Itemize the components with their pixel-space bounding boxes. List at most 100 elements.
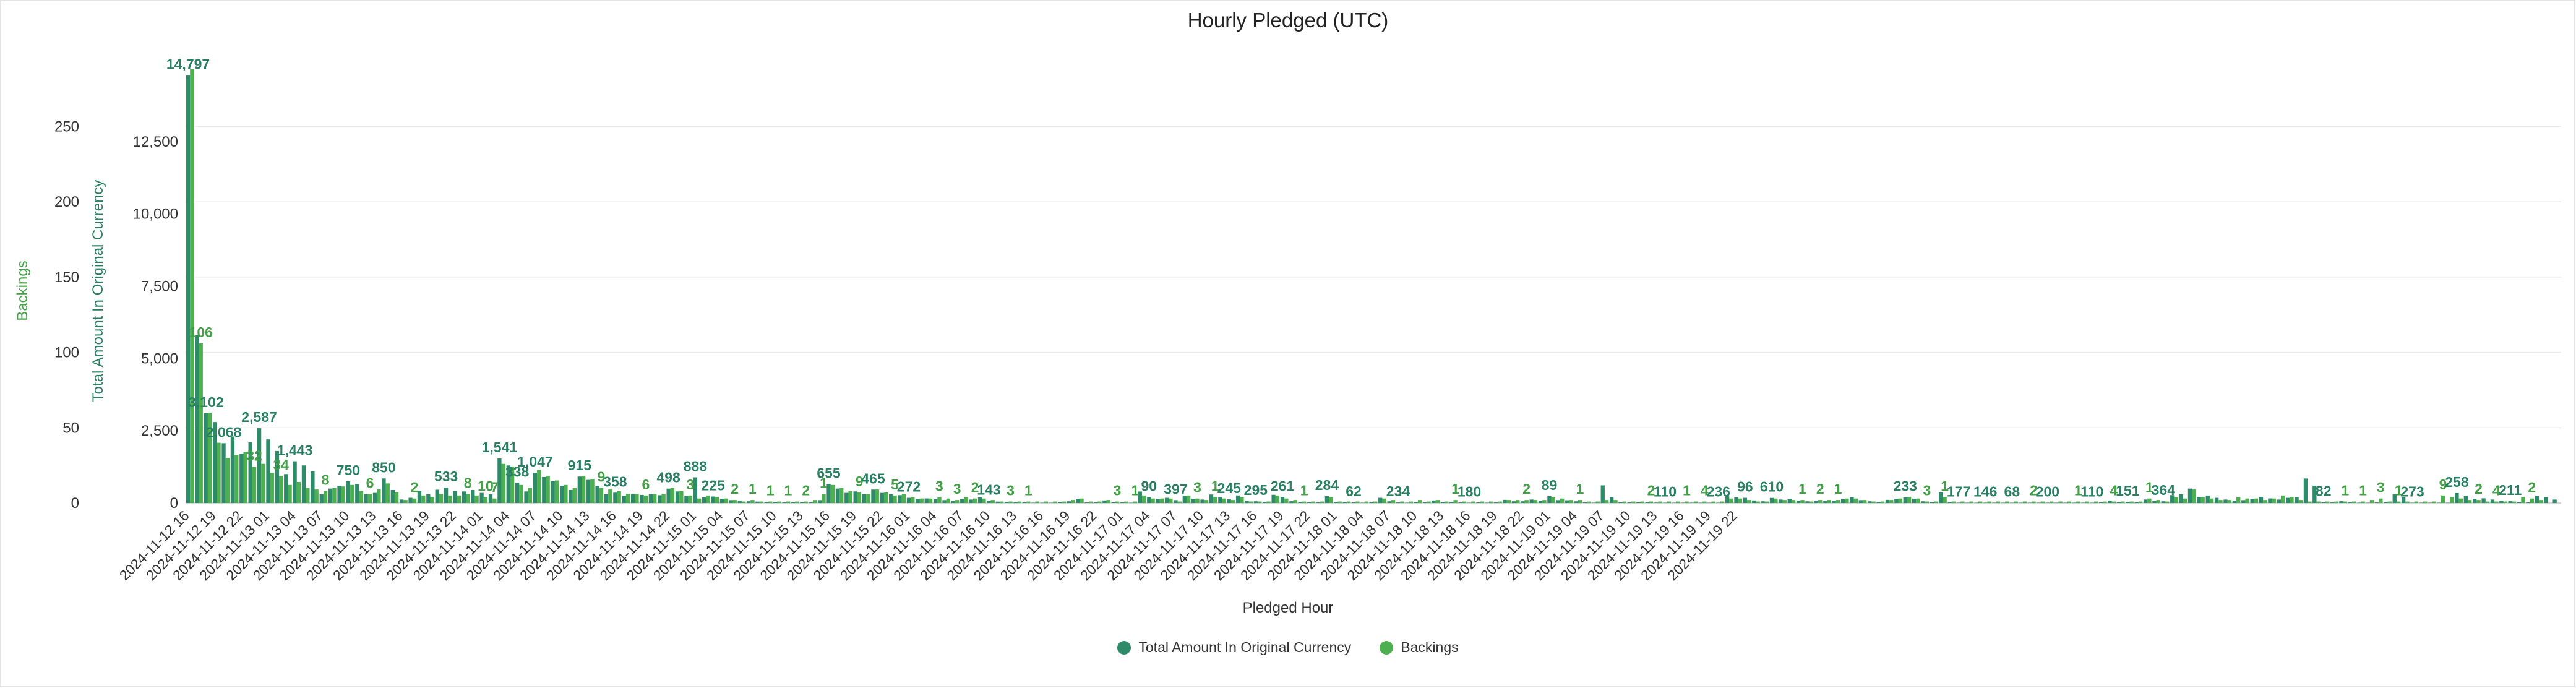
backings-bar (2290, 497, 2294, 503)
amount-value-label: 14,797 (166, 56, 210, 72)
backings-bar (359, 491, 363, 503)
amount-bar (1521, 501, 1525, 503)
amount-value-label: 225 (701, 477, 725, 493)
amount-bar (2312, 485, 2317, 503)
backings-bar (2067, 501, 2072, 503)
amount-bar (2384, 502, 2388, 503)
amount-bar (1823, 501, 1827, 503)
backings-value-label: 2 (2564, 0, 2572, 3)
amount-bar (2098, 502, 2103, 503)
backings-bar (1044, 501, 1049, 503)
amount-bar (364, 494, 368, 503)
backings-bar (1524, 500, 1529, 503)
backings-bar (1711, 501, 1715, 503)
backings-bar (2530, 498, 2534, 503)
amount-bar (346, 481, 351, 503)
backings-bar (1898, 498, 1902, 503)
amount-bar (1529, 499, 1534, 503)
chart-legend: Total Amount In Original Currency Backin… (0, 639, 2576, 656)
amount-bar (301, 465, 306, 503)
amount-bar (2517, 502, 2522, 503)
legend-item-backings[interactable]: Backings (1380, 639, 1459, 656)
amount-bar (1245, 501, 1249, 503)
amount-bar (969, 499, 973, 503)
amount-bar (559, 485, 564, 503)
amount-bar (2552, 499, 2557, 503)
amount-bar (1752, 500, 1756, 503)
backings-bar (1756, 501, 1760, 503)
backings-value-label: 2 (1647, 483, 1655, 499)
amount-bar (497, 458, 502, 503)
amount-bar (1005, 502, 1009, 503)
backings-bar (2308, 501, 2312, 503)
amount-bar (2490, 499, 2495, 503)
amount-value-label: 273 (2400, 484, 2424, 500)
backings-bar (2458, 498, 2463, 503)
backings-bar (1871, 501, 1876, 503)
backings-value-label: 1 (1683, 483, 1691, 499)
amount-value-label: 848 (2561, 0, 2576, 3)
amount-bar (1174, 500, 1178, 503)
backings-bar (1640, 501, 1644, 503)
backings-bar (919, 498, 924, 503)
backings-bar (1685, 501, 1689, 503)
backings-bar (1729, 498, 1733, 503)
backings-bar (1782, 500, 1787, 503)
amount-bar (711, 496, 715, 503)
backings-value-label: 10 (478, 478, 494, 494)
backings-bar (1720, 501, 1725, 503)
amount-bar (1263, 502, 1267, 503)
amount-bar (640, 494, 644, 503)
backings-bar (2272, 498, 2276, 503)
amount-bar (1609, 497, 1614, 503)
amount-bar (1342, 502, 1347, 503)
amount-bar (817, 500, 822, 503)
amount-bar (248, 442, 252, 503)
backings-bar (1516, 500, 1520, 503)
backings-bar (732, 500, 737, 503)
backings-bar (2476, 500, 2481, 503)
backings-bar (2405, 501, 2410, 503)
backings-bar (2156, 500, 2160, 503)
backings-bar (697, 498, 702, 503)
backings-bar (946, 498, 950, 503)
backings-bar (857, 492, 862, 503)
backings-bar (1409, 501, 1413, 503)
amount-bar (960, 499, 964, 503)
backings-value-label: 9 (2439, 476, 2447, 492)
backings-bar (1097, 501, 1102, 503)
backings-value-label: 2 (1816, 481, 1824, 497)
amount-value-label: 177 (1947, 484, 1970, 500)
amount-bar (266, 439, 270, 503)
amount-bar (1235, 495, 1240, 503)
amount-bar (2339, 501, 2343, 503)
amount-bar (1280, 497, 1285, 503)
amount-value-label: 62 (1346, 483, 1362, 499)
amount-bar (1574, 501, 1578, 503)
backings-bar (296, 481, 301, 503)
amount-bar (906, 497, 911, 503)
backings-bar (653, 494, 657, 503)
backings-value-label: 4 (1701, 483, 1709, 499)
backings-bar (2076, 501, 2080, 503)
backings-bar (217, 442, 221, 503)
backings-bar (1595, 501, 1600, 503)
amount-bar (1885, 499, 1890, 503)
backings-bar (1738, 498, 1742, 503)
amount-bar (1503, 499, 1507, 503)
backings-bar (599, 488, 604, 503)
backings-value-label: 1 (820, 475, 828, 491)
backings-bar (1889, 500, 1894, 503)
amount-bar (1102, 500, 1107, 503)
backings-bar (830, 484, 835, 503)
legend-item-amount[interactable]: Total Amount In Original Currency (1117, 639, 1351, 656)
backings-bar (2369, 500, 2374, 503)
amount-bar (1627, 502, 1632, 503)
backings-bar (1088, 501, 1093, 503)
backings-bar (2503, 501, 2507, 503)
amount-bar (2295, 497, 2299, 503)
amount-value-label: 338 (505, 463, 530, 479)
amount-value-label: 143 (977, 482, 1000, 498)
backings-bar (1417, 500, 1422, 503)
backings-bar (2280, 495, 2285, 503)
